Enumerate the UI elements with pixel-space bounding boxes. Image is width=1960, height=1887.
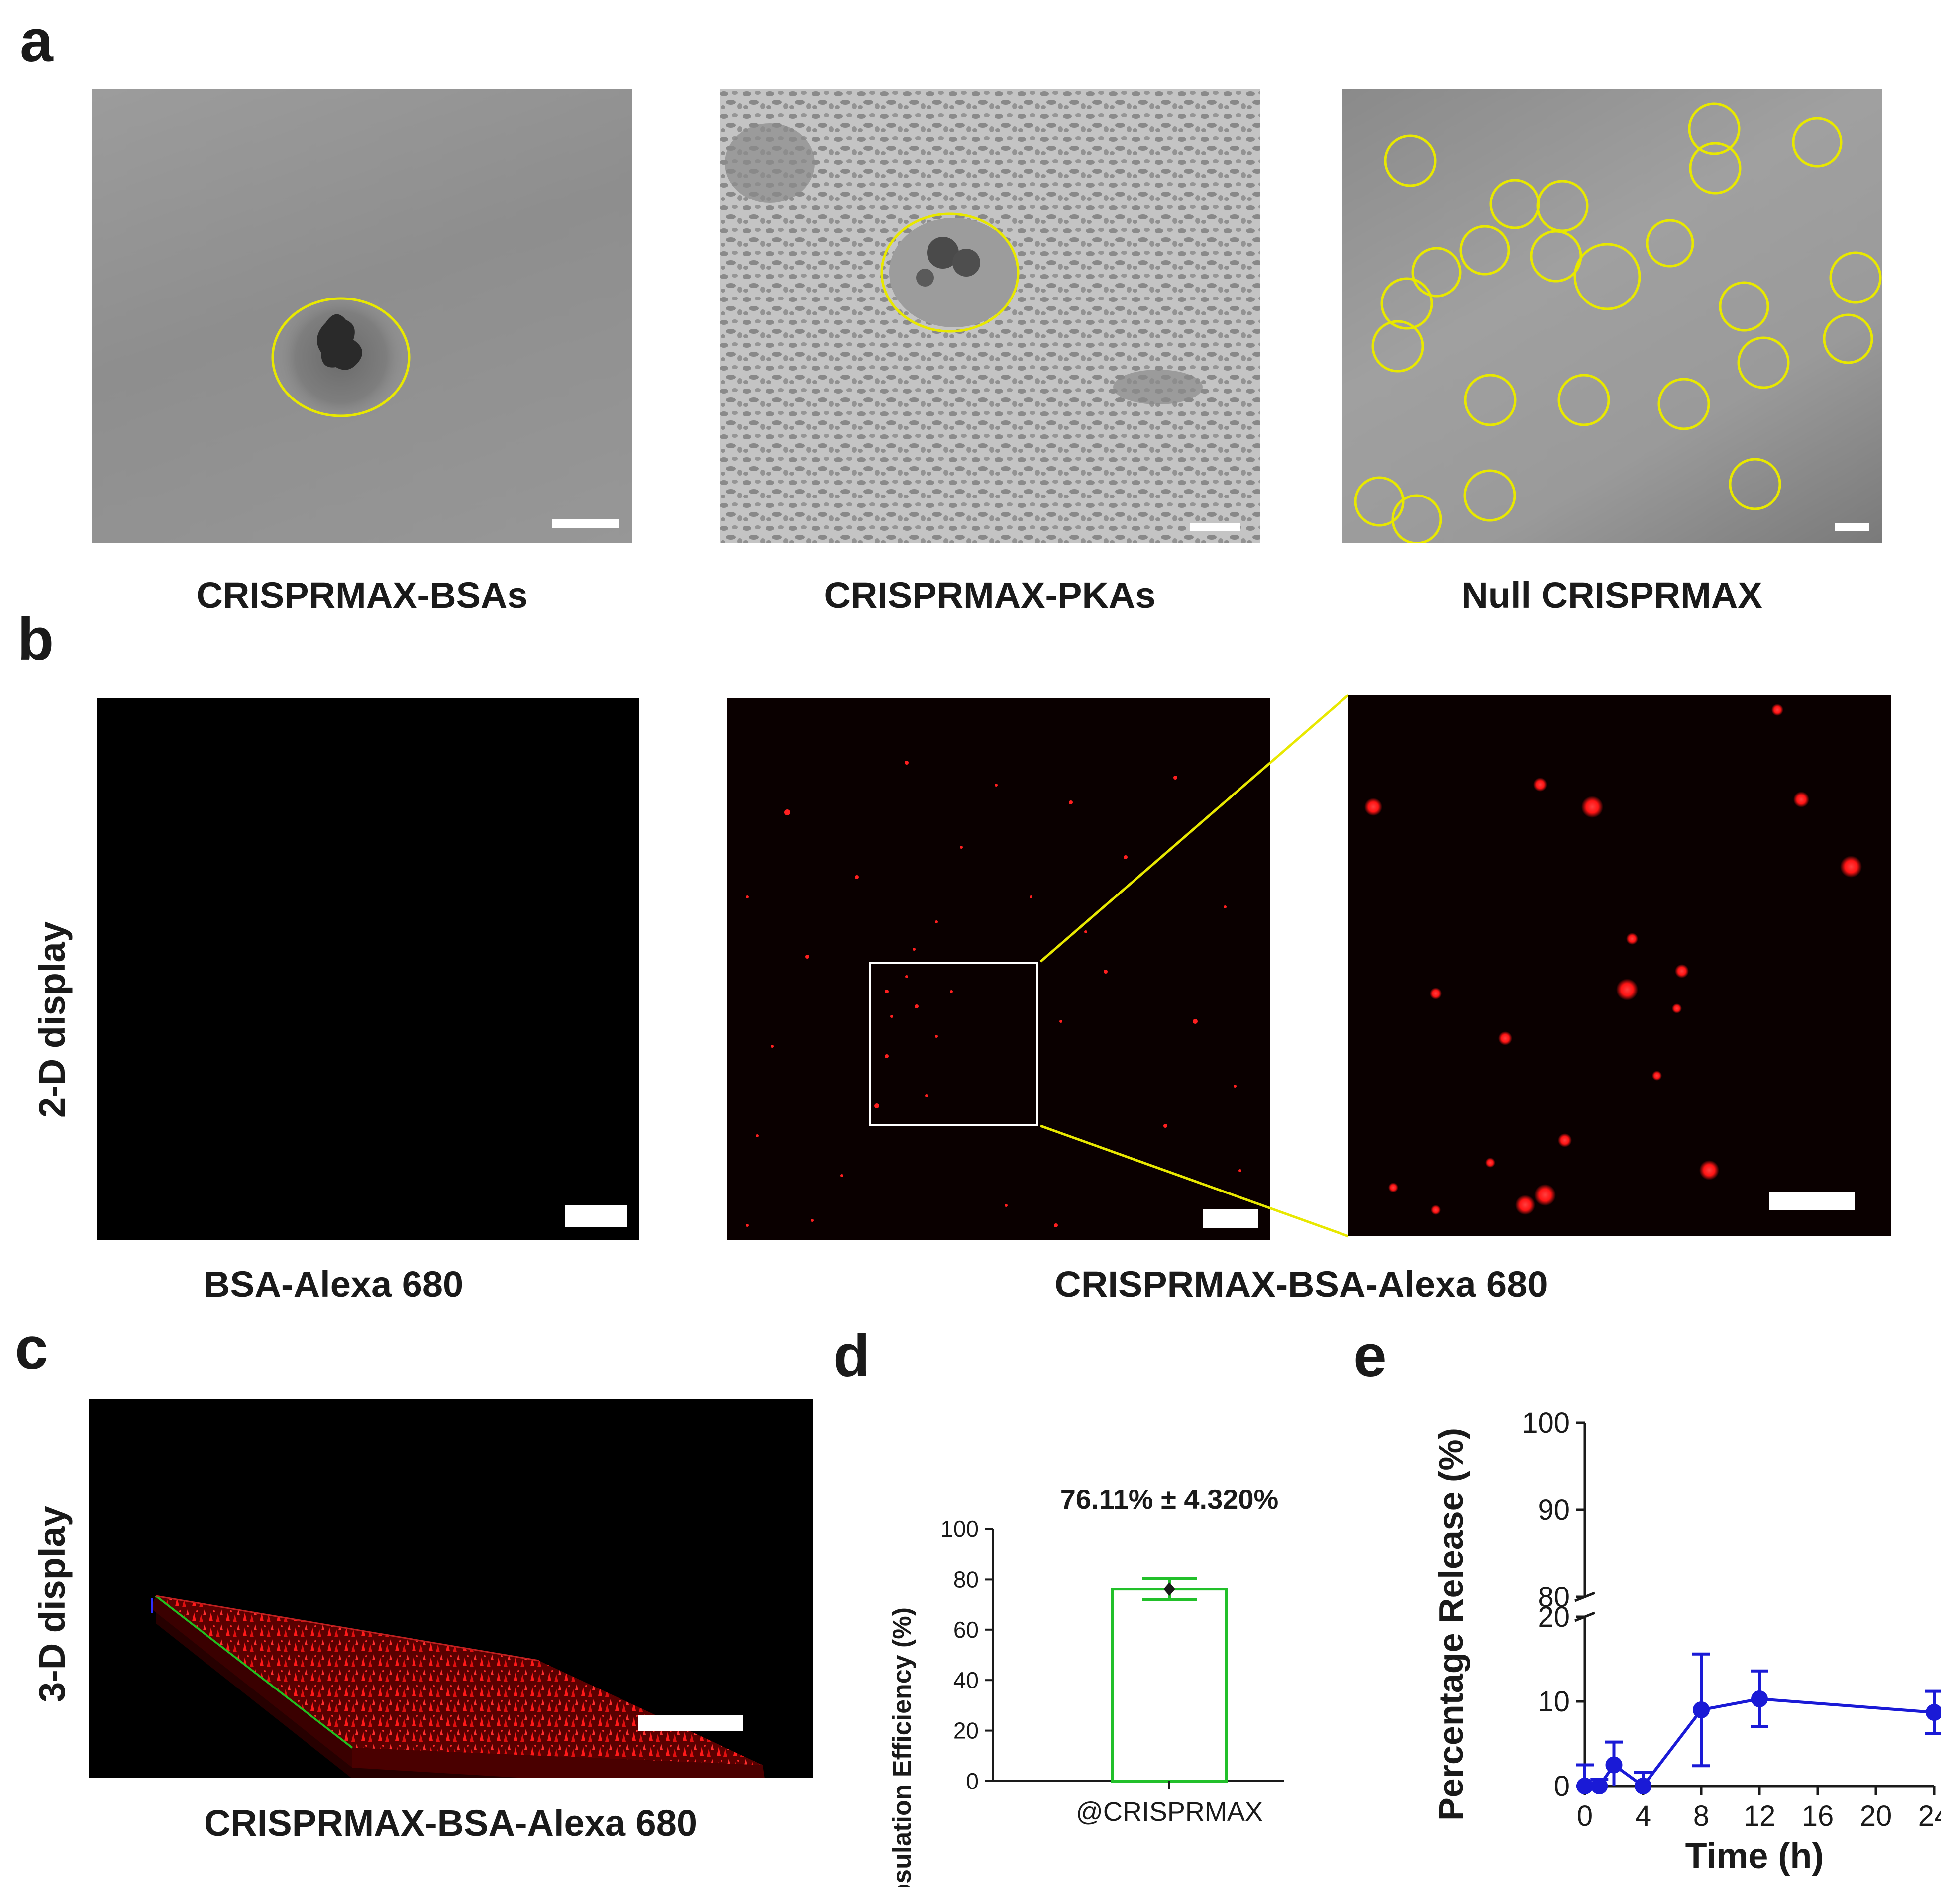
scale-bar bbox=[1835, 523, 1869, 531]
y-tick-label: 0 bbox=[1554, 1770, 1570, 1802]
data-point bbox=[1576, 1778, 1593, 1794]
y-tick-label: 10 bbox=[1538, 1686, 1570, 1718]
particle-core bbox=[927, 237, 959, 269]
scale-bar bbox=[565, 1205, 627, 1227]
y-tick-label: 20 bbox=[1538, 1601, 1570, 1633]
caption-crisprmax-bsa-alexa-680-2d: CRISPRMAX-BSA-Alexa 680 bbox=[1054, 1264, 1548, 1305]
particle-core bbox=[317, 314, 362, 370]
y-tick-label: 100 bbox=[1522, 1407, 1570, 1439]
highlight-circle bbox=[271, 297, 411, 417]
x-tick-label: 8 bbox=[1693, 1800, 1709, 1832]
data-point bbox=[1751, 1690, 1768, 1707]
x-axis-label: Time (h) bbox=[1685, 1836, 1824, 1876]
encapsulation-efficiency-chart: 0 20 40 60 80 100 @CRISPRMAX 76.11% ± 4.320% Enc… bbox=[888, 1484, 1284, 1887]
tem-image-crisprmax-pkas bbox=[720, 89, 1260, 543]
caption-crisprmax-pkas: CRISPRMAX-PKAs bbox=[824, 575, 1156, 616]
scale-bar bbox=[638, 1715, 743, 1731]
data-point bbox=[1591, 1778, 1608, 1794]
particle-core bbox=[952, 249, 980, 277]
zoom-region-box bbox=[869, 962, 1038, 1126]
x-tick-label: @CRISPRMAX bbox=[1076, 1797, 1263, 1827]
x-tick-label: 16 bbox=[1802, 1800, 1834, 1832]
scale-bar bbox=[1769, 1192, 1855, 1210]
x-tick-label: 12 bbox=[1744, 1800, 1776, 1832]
caption-crisprmax-bsa-alexa-680-3d: CRISPRMAX-BSA-Alexa 680 bbox=[204, 1802, 698, 1844]
highlight-circle bbox=[880, 212, 1020, 333]
y-tick-label: 20 bbox=[953, 1718, 979, 1744]
y-axis-label: Percentage Release (%) bbox=[1432, 1428, 1470, 1821]
x-tick-label: 20 bbox=[1860, 1800, 1892, 1832]
scale-bar bbox=[552, 519, 619, 528]
panel-label-c: c bbox=[15, 1315, 48, 1382]
caption-bsa-alexa-680: BSA-Alexa 680 bbox=[203, 1264, 464, 1305]
fluorescence-image-bsa-alexa-680 bbox=[97, 698, 639, 1240]
value-annotation: 76.11% ± 4.320% bbox=[1060, 1484, 1279, 1515]
y-tick-label: 40 bbox=[953, 1667, 979, 1693]
tem-image-null-crisprmax bbox=[1342, 89, 1882, 543]
null-crisprmax-circles bbox=[1354, 102, 1882, 543]
tem-image-crisprmax-bsas bbox=[92, 89, 632, 543]
y-tick-label: 100 bbox=[940, 1516, 979, 1542]
3d-fluorescence-render bbox=[89, 1399, 813, 1778]
axis-line bbox=[155, 1595, 353, 1749]
y-tick-label: 0 bbox=[966, 1768, 979, 1794]
fluorescence-image-crisprmax-bsa-alexa-680 bbox=[727, 698, 1270, 1240]
x-tick-label: 4 bbox=[1635, 1800, 1651, 1832]
percentage-release-chart: 80 90 100 0 10 20 0 4 8 12 16 20 24 Time (h) Percentag… bbox=[1432, 1407, 1941, 1876]
caption-crisprmax-bsas: CRISPRMAX-BSAs bbox=[196, 575, 528, 616]
caption-null-crisprmax: Null CRISPRMAX bbox=[1461, 575, 1762, 616]
scale-bar bbox=[1190, 523, 1240, 531]
panel-label-a: a bbox=[20, 7, 53, 74]
mean-marker bbox=[1163, 1582, 1175, 1596]
row-label-2d-display: 2-D display bbox=[31, 921, 73, 1118]
y-tick-label: 80 bbox=[953, 1566, 979, 1592]
y-axis-label: Encapsulation Efficiency (%) bbox=[888, 1607, 917, 1887]
data-point bbox=[1926, 1704, 1941, 1721]
x-tick-label: 24 bbox=[1918, 1800, 1941, 1832]
panel-label-b: b bbox=[17, 606, 54, 673]
fluorescence-image-zoomed bbox=[1348, 695, 1891, 1236]
data-point bbox=[1635, 1778, 1651, 1794]
bar bbox=[1111, 1588, 1228, 1783]
scale-bar bbox=[1203, 1209, 1258, 1228]
row-label-3d-display: 3-D display bbox=[31, 1506, 73, 1702]
panel-label-d: d bbox=[833, 1322, 870, 1389]
y-tick-label: 60 bbox=[953, 1617, 979, 1643]
x-tick-label: 0 bbox=[1577, 1800, 1593, 1832]
y-tick-label: 90 bbox=[1538, 1494, 1570, 1526]
data-point bbox=[1693, 1701, 1710, 1718]
data-point bbox=[1605, 1756, 1623, 1774]
y-tick-label: 80 bbox=[1538, 1581, 1570, 1613]
panel-label-e: e bbox=[1353, 1322, 1387, 1389]
